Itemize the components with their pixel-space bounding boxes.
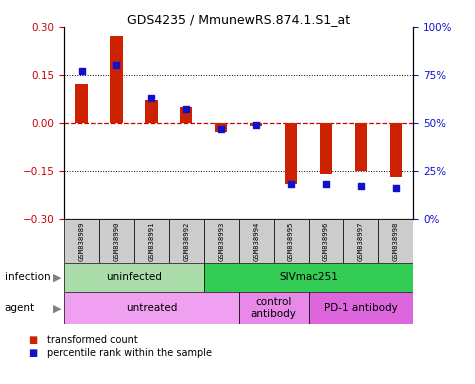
Point bbox=[182, 106, 190, 113]
Text: transformed count: transformed count bbox=[47, 335, 137, 345]
Bar bbox=[76, 84, 88, 123]
Text: GSM838996: GSM838996 bbox=[323, 221, 329, 261]
Bar bbox=[64, 263, 204, 292]
Point bbox=[218, 126, 225, 132]
Bar bbox=[309, 292, 413, 324]
Text: GSM838993: GSM838993 bbox=[218, 221, 224, 261]
Bar bbox=[64, 292, 238, 324]
Bar bbox=[204, 263, 413, 292]
Text: GSM838995: GSM838995 bbox=[288, 221, 294, 261]
Bar bbox=[390, 123, 402, 177]
Bar bbox=[215, 123, 228, 132]
Point bbox=[78, 68, 86, 74]
Text: GSM838990: GSM838990 bbox=[114, 221, 120, 261]
Text: ▶: ▶ bbox=[53, 303, 61, 313]
Text: percentile rank within the sample: percentile rank within the sample bbox=[47, 348, 211, 358]
Point bbox=[113, 62, 120, 68]
Point bbox=[322, 181, 330, 187]
Text: uninfected: uninfected bbox=[106, 272, 162, 283]
Point bbox=[252, 122, 260, 128]
Bar bbox=[145, 101, 158, 123]
Bar bbox=[238, 219, 274, 263]
Bar bbox=[379, 219, 413, 263]
Text: ▶: ▶ bbox=[53, 272, 61, 283]
Bar bbox=[99, 219, 134, 263]
Title: GDS4235 / MmunewRS.874.1.S1_at: GDS4235 / MmunewRS.874.1.S1_at bbox=[127, 13, 350, 26]
Text: GSM838991: GSM838991 bbox=[148, 221, 154, 261]
Bar bbox=[355, 123, 367, 171]
Text: SIVmac251: SIVmac251 bbox=[279, 272, 338, 283]
Bar bbox=[320, 123, 332, 174]
Bar bbox=[250, 123, 262, 126]
Bar bbox=[110, 36, 123, 123]
Bar bbox=[64, 219, 99, 263]
Text: ■: ■ bbox=[28, 348, 38, 358]
Text: GSM838994: GSM838994 bbox=[253, 221, 259, 261]
Text: GSM838992: GSM838992 bbox=[183, 221, 190, 261]
Bar bbox=[285, 123, 297, 184]
Bar bbox=[309, 219, 343, 263]
Bar bbox=[274, 219, 309, 263]
Bar bbox=[343, 219, 379, 263]
Text: PD-1 antibody: PD-1 antibody bbox=[324, 303, 398, 313]
Text: GSM838998: GSM838998 bbox=[393, 221, 399, 261]
Text: GSM838997: GSM838997 bbox=[358, 221, 364, 261]
Text: infection: infection bbox=[5, 272, 50, 283]
Text: ■: ■ bbox=[28, 335, 38, 345]
Bar bbox=[134, 219, 169, 263]
Text: GSM838989: GSM838989 bbox=[78, 221, 85, 261]
Point bbox=[357, 183, 365, 189]
Bar bbox=[204, 219, 238, 263]
Point bbox=[392, 185, 399, 191]
Bar bbox=[238, 292, 309, 324]
Text: agent: agent bbox=[5, 303, 35, 313]
Point bbox=[287, 181, 295, 187]
Bar bbox=[169, 219, 204, 263]
Text: control
antibody: control antibody bbox=[251, 297, 296, 319]
Bar bbox=[180, 107, 192, 123]
Point bbox=[148, 95, 155, 101]
Text: untreated: untreated bbox=[126, 303, 177, 313]
